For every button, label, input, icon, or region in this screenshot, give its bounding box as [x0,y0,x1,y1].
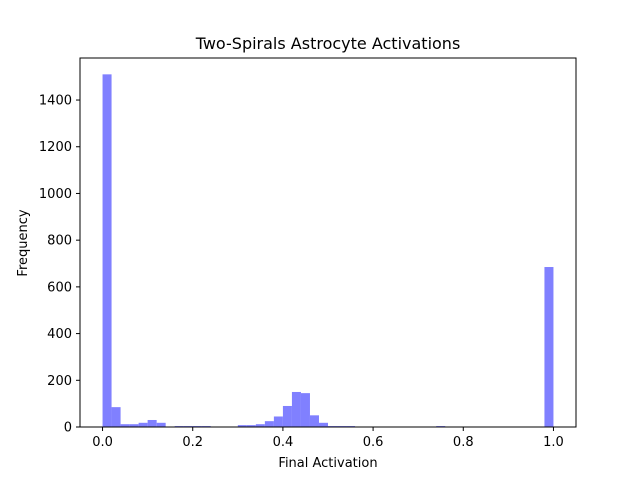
y-tick-label: 800 [47,234,72,249]
y-axis-ticks: 0 200 400 600 800 1000 1200 1400 [39,94,80,436]
histogram-bar [147,419,157,427]
bars-group [102,74,554,428]
plot-frame [79,57,577,428]
histogram-bar [111,407,121,427]
histogram-bar [273,416,283,427]
y-tick-label: 400 [47,327,72,342]
histogram-bar [291,391,301,427]
histogram-bar [300,393,310,427]
y-tick-label: 1200 [39,140,72,155]
histogram-bar [129,424,139,427]
chart-title: Two-Spirals Astrocyte Activations [195,34,461,53]
x-axis-ticks: 0.0 0.2 0.4 0.6 0.8 1.0 [92,427,564,450]
x-axis-label: Final Activation [278,456,377,471]
histogram-bar [246,425,256,427]
histogram-bar [120,424,130,427]
y-tick-label: 0 [64,421,72,436]
x-tick-label: 0.2 [182,435,203,450]
x-tick-label: 0.8 [453,435,474,450]
histogram-bar [309,415,319,427]
histogram-bar [237,425,247,427]
x-tick-label: 0.6 [363,435,384,450]
histogram-bar [282,405,292,427]
histogram-bar [156,422,166,427]
histogram-bar [255,424,265,427]
x-tick-label: 0.0 [92,435,113,450]
y-axis-label: Frequency [16,209,31,276]
y-tick-label: 200 [47,374,72,389]
histogram-bar [544,267,554,427]
histogram-bar [138,422,148,427]
y-tick-label: 1400 [39,94,72,109]
y-tick-label: 1000 [39,187,72,202]
x-tick-label: 0.4 [273,435,294,450]
x-tick-label: 1.0 [543,435,564,450]
y-tick-label: 600 [47,280,72,295]
histogram-bar [318,422,328,427]
histogram-bar [264,421,274,427]
histogram-bar [102,74,112,428]
